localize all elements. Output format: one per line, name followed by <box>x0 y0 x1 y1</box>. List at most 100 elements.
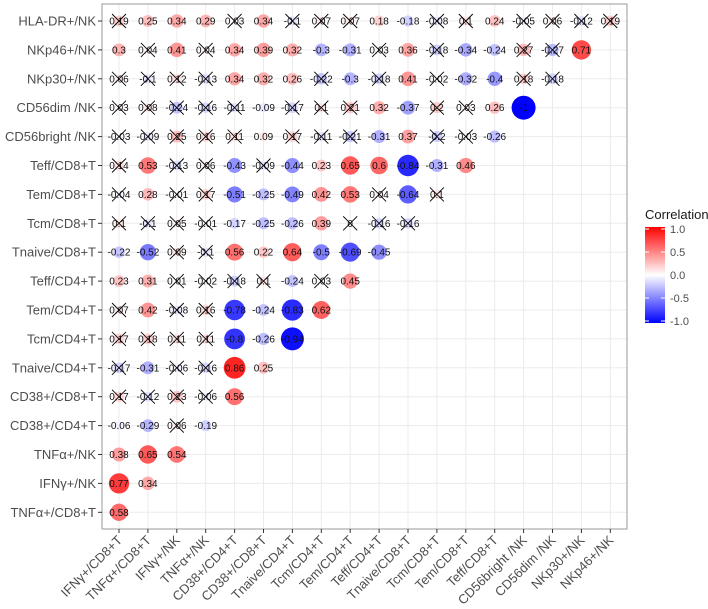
correlation-cell: 0.22 <box>254 246 274 259</box>
correlation-cell: -0.17 <box>108 360 131 376</box>
correlation-value-label: 0.09 <box>254 132 274 143</box>
correlation-value-label: -0.17 <box>108 363 131 374</box>
correlation-cell: -0.31 <box>426 159 449 172</box>
correlation-cell: -0.2 <box>428 129 446 144</box>
correlation-value-label: 0.03 <box>369 45 389 56</box>
correlation-cell: -0.1 <box>197 244 215 260</box>
legend-tick-label: -1.0 <box>670 316 689 328</box>
correlation-circle <box>199 14 213 28</box>
correlation-circle <box>169 42 185 58</box>
correlation-cell: 0.04 <box>138 42 158 58</box>
correlation-cell: -0.16 <box>368 215 391 231</box>
correlation-value-label: -0.16 <box>194 363 217 374</box>
correlation-circle <box>256 72 271 86</box>
correlation-cell: -0.24 <box>483 43 507 56</box>
correlation-cell: 0.06 <box>109 71 129 87</box>
nonsignificant-cross-mark <box>458 100 474 116</box>
correlation-value-label: -0.03 <box>108 132 131 143</box>
correlation-circle <box>313 187 329 202</box>
correlation-value-label: 0.65 <box>138 450 158 461</box>
nonsignificant-cross-mark <box>256 273 271 289</box>
nonsignificant-cross-mark <box>256 158 271 173</box>
correlation-cells: 0.19 0.25 0.34 0.29 0.03 0.34 -0.1 0.07 0.07 0.18… <box>108 13 620 521</box>
correlation-value-label: 0.23 <box>109 277 129 288</box>
correlation-value-label: -0.19 <box>194 421 217 432</box>
nonsignificant-cross-mark <box>285 129 300 144</box>
correlation-value-label: -0.43 <box>223 161 246 172</box>
correlation-cell: -0.31 <box>339 43 362 56</box>
correlation-value-label: -0.26 <box>483 132 506 143</box>
correlation-value-label: 0.36 <box>398 45 418 56</box>
correlation-cell: 0.71 <box>572 40 592 60</box>
legend-title: Correlation <box>645 207 708 222</box>
nonsignificant-cross-mark <box>516 42 531 58</box>
nonsignificant-cross-mark <box>140 100 156 116</box>
correlation-cell: 0.11 <box>167 331 187 347</box>
y-tick-label: Tcm/CD4+T <box>27 331 96 346</box>
y-tick-label: CD56bright /NK <box>5 129 96 144</box>
correlation-circle <box>226 388 244 406</box>
correlation-circle <box>400 71 416 87</box>
correlation-cell: -0.3 <box>313 43 330 56</box>
correlation-value-label: 0.62 <box>312 306 332 317</box>
legend-tick-label: 1.0 <box>670 224 685 236</box>
correlation-cell: 0 <box>342 215 358 231</box>
nonsignificant-cross-mark <box>198 389 214 405</box>
correlation-circle <box>285 43 299 57</box>
correlation-value-label: -0.3 <box>342 74 360 85</box>
y-tick-label: TNFα+/CD8+T <box>10 505 96 520</box>
y-tick-label: NKp46+/NK <box>27 42 96 57</box>
nonsignificant-cross-mark <box>198 42 214 58</box>
nonsignificant-cross-mark <box>198 331 214 347</box>
correlation-cell: 0.26 <box>283 72 303 85</box>
nonsignificant-cross-mark <box>198 158 214 173</box>
correlation-cell: -0.26 <box>281 217 304 230</box>
correlation-value-label: 0.6 <box>372 161 386 172</box>
nonsignificant-cross-mark <box>429 100 445 116</box>
correlation-value-label: -0.32 <box>454 74 477 85</box>
correlation-value-label: -0.24 <box>165 103 188 114</box>
correlation-value-label: 0.41 <box>398 74 418 85</box>
nonsignificant-cross-mark <box>140 71 156 87</box>
correlation-cell: 0.46 <box>456 157 476 174</box>
correlation-cell: 0.14 <box>109 158 129 173</box>
correlation-circle <box>487 71 502 87</box>
correlation-cell: 0.29 <box>196 14 216 28</box>
correlation-cell: -0.43 <box>223 158 246 173</box>
correlation-value-label: -0.31 <box>339 45 362 56</box>
correlation-circle <box>224 328 246 350</box>
correlation-circle <box>257 332 270 345</box>
correlation-cell: -0.29 <box>137 419 160 432</box>
correlation-circle <box>286 72 299 85</box>
correlation-circle <box>168 446 186 463</box>
correlation-value-label: 0.11 <box>167 334 186 345</box>
correlation-cell: -0.17 <box>223 217 246 230</box>
nonsignificant-cross-mark <box>198 187 214 202</box>
nonsignificant-cross-mark <box>140 389 156 405</box>
correlation-cell: 0.09 <box>254 131 274 143</box>
correlation-value-label: -0.17 <box>281 103 304 114</box>
correlation-circle <box>372 130 386 144</box>
correlation-value-label: 0.56 <box>225 392 245 403</box>
correlation-cell: 0.77 <box>108 473 129 494</box>
correlation-circle <box>256 42 271 58</box>
correlation-cell: 0.41 <box>398 71 418 87</box>
nonsignificant-cross-mark <box>313 71 329 87</box>
correlation-cell: 0.28 <box>138 188 158 201</box>
correlation-cell: -0.01 <box>165 187 189 202</box>
nonsignificant-cross-mark <box>140 129 156 144</box>
legend-colorbar <box>645 227 665 323</box>
correlation-value-label: 0.03 <box>312 277 332 288</box>
correlation-value-label: -0.06 <box>194 392 217 403</box>
nonsignificant-cross-mark <box>429 42 445 58</box>
correlation-value-label: 0.24 <box>485 17 505 28</box>
correlation-value-label: 0.3 <box>112 45 126 56</box>
correlation-cell: -0.25 <box>252 188 275 201</box>
correlation-value-label: 0.01 <box>167 277 187 288</box>
correlation-cell: -0.31 <box>137 361 160 374</box>
correlation-value-label: 0.17 <box>196 190 216 201</box>
correlation-cell: 0.42 <box>312 187 331 202</box>
correlation-value-label: -0.49 <box>281 190 304 201</box>
correlation-cell: 0.03 <box>225 13 245 29</box>
nonsignificant-cross-mark <box>371 215 387 231</box>
